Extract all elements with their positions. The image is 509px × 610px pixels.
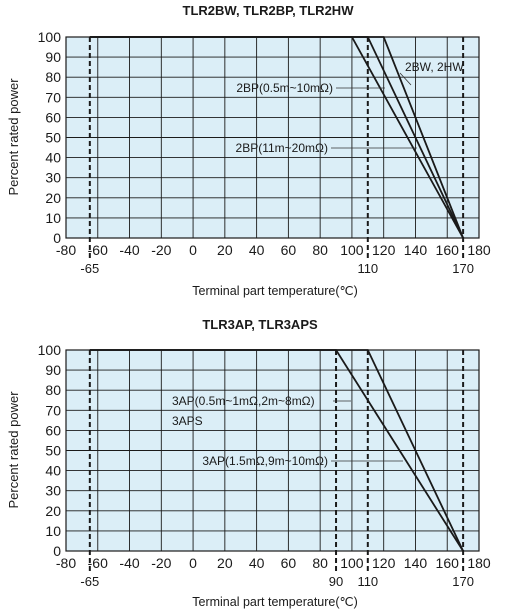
y-tick-label: 40 [45,463,61,479]
x-tick-label: -40 [119,555,139,571]
y-tick-label: 100 [38,29,62,45]
reference-label: 170 [452,261,474,276]
y-tick-label: 80 [45,69,61,85]
x-tick-label: 0 [189,555,197,571]
x-tick-label: -60 [88,242,108,258]
y-tick-label: 10 [45,523,61,539]
x-tick-label: 60 [281,555,297,571]
y-tick-label: 60 [45,422,61,438]
label-2bp-low: 2BP(0.5m~10mΩ) [236,81,333,95]
x-tick-label: 160 [436,555,460,571]
reference-labels: -65 110 170 [80,261,474,276]
x-tick-label: 140 [404,242,428,258]
plot-frame [65,349,480,552]
y-tick-label: 40 [45,150,61,166]
reference-lines [88,37,465,258]
label-3ap-low: 3AP(0.5m~1mΩ,2m~8mΩ) [172,394,315,408]
y-tick-label: 30 [45,170,61,186]
y-axis-label: Percent rated power [6,78,21,196]
reference-label: -65 [80,261,99,276]
chart-title: TLR2BW, TLR2BP, TLR2HW [183,3,355,18]
x-tick-label: 120 [372,555,396,571]
y-tick-label: 80 [45,382,61,398]
x-tick-label: 180 [467,242,491,258]
leader-line [399,72,412,86]
reference-labels: -65 90 110 170 [80,574,474,589]
x-tick-label: -20 [151,242,171,258]
x-tick-labels: -80 -60 -40 -20 0 20 40 60 80 100 120 140 160 180 [56,555,491,571]
y-tick-labels: 0 10 20 30 40 50 60 70 80 90 100 [38,342,62,559]
x-tick-label: 100 [340,555,364,571]
label-2bp-high: 2BP(11m~20mΩ) [236,141,328,155]
x-tick-label: 120 [372,242,396,258]
y-tick-label: 0 [53,230,61,246]
plot-frame [65,36,480,239]
label-2bw-2hw: 2BW, 2HW [405,60,464,74]
x-axis-label: Terminal part temperature(℃) [192,595,357,609]
y-tick-label: 90 [45,362,61,378]
reference-label: 110 [357,261,378,276]
x-tick-label: 20 [217,242,233,258]
y-tick-label: 70 [45,402,61,418]
y-tick-label: 10 [45,210,61,226]
x-tick-label: -20 [151,555,171,571]
x-tick-labels: -80 -60 -40 -20 0 20 40 60 80 100 120 140 160 180 [56,242,491,258]
x-axis-label: Terminal part temperature(℃) [192,284,357,298]
x-tick-label: -80 [56,555,76,571]
y-axis-label: Percent rated power [6,391,21,509]
x-tick-label: 0 [189,242,197,258]
x-tick-label: 40 [249,555,265,571]
chart-title: TLR3AP, TLR3APS [202,317,318,332]
y-tick-label: 0 [53,543,61,559]
y-tick-labels: 0 10 20 30 40 50 60 70 80 90 100 [38,29,62,246]
x-tick-label: 40 [249,242,265,258]
x-tick-label: -60 [88,555,108,571]
x-tick-label: 180 [467,555,491,571]
y-tick-label: 20 [45,190,61,206]
x-tick-label: 140 [404,555,428,571]
x-tick-label: 100 [340,242,364,258]
y-tick-label: 20 [45,503,61,519]
chart-tlr2: TLR2BW, TLR2BP, TLR2HW 0 10 20 30 40 50 60 70 80… [6,3,491,298]
y-tick-label: 90 [45,49,61,65]
y-tick-label: 30 [45,483,61,499]
series-annotations: 3AP(0.5m~1mΩ,2m~8mΩ) 3APS 3AP(1.5mΩ,9m~1… [172,394,403,468]
x-tick-label: 160 [436,242,460,258]
label-3aps: 3APS [172,414,203,428]
x-tick-label: -80 [56,242,76,258]
reference-label: 110 [357,574,378,589]
reference-label: 170 [452,574,474,589]
y-tick-label: 70 [45,89,61,105]
x-tick-label: 80 [312,555,328,571]
reference-label: -65 [80,574,99,589]
reference-label: 90 [329,574,343,589]
x-tick-label: 80 [312,242,328,258]
y-tick-label: 50 [45,130,61,146]
y-tick-label: 100 [38,342,62,358]
label-3ap-high: 3AP(1.5mΩ,9m~10mΩ) [202,454,328,468]
y-tick-label: 60 [45,109,61,125]
series-annotations: 2BP(0.5m~10mΩ) 2BP(11m~20mΩ) 2BW, 2HW [236,60,465,155]
reference-lines [88,350,465,571]
x-tick-label: -40 [119,242,139,258]
y-tick-label: 50 [45,443,61,459]
x-tick-label: 60 [281,242,297,258]
x-tick-label: 20 [217,555,233,571]
